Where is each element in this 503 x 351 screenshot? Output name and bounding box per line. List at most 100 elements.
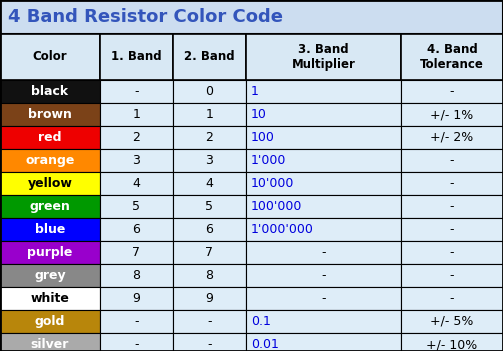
Bar (401, 172, 503, 195)
Text: +/- 5%: +/- 5% (430, 315, 474, 328)
Bar (100, 34, 173, 80)
Bar (100, 264, 173, 287)
Bar (100, 103, 173, 126)
Bar (100, 310, 173, 333)
Bar (246, 172, 401, 195)
Text: purple: purple (27, 246, 73, 259)
Text: +/- 2%: +/- 2% (431, 131, 474, 144)
Text: -: - (207, 338, 212, 351)
Text: 2: 2 (206, 131, 213, 144)
Text: 4. Band
Tolerance: 4. Band Tolerance (420, 43, 484, 71)
Text: 4 Band Resistor Color Code: 4 Band Resistor Color Code (8, 8, 283, 26)
Text: 9: 9 (133, 292, 140, 305)
Bar (173, 264, 246, 287)
Bar (173, 149, 246, 172)
Bar (401, 241, 503, 264)
Bar (401, 195, 503, 218)
Bar (0, 0, 503, 34)
Bar (100, 172, 173, 195)
Bar (0, 333, 100, 351)
Bar (246, 264, 401, 287)
Text: green: green (30, 200, 70, 213)
Text: -: - (321, 246, 326, 259)
Text: yellow: yellow (28, 177, 72, 190)
Text: -: - (450, 269, 454, 282)
Bar (401, 287, 503, 310)
Text: -: - (450, 85, 454, 98)
Bar (173, 241, 246, 264)
Text: 9: 9 (206, 292, 213, 305)
Text: -: - (134, 315, 139, 328)
Bar (173, 310, 246, 333)
Bar (173, 333, 246, 351)
Text: 100'000: 100'000 (251, 200, 302, 213)
Text: -: - (134, 85, 139, 98)
Bar (401, 103, 503, 126)
Text: 1: 1 (251, 85, 259, 98)
Bar (100, 149, 173, 172)
Bar (0, 310, 100, 333)
Text: 1'000'000: 1'000'000 (251, 223, 314, 236)
Text: -: - (450, 177, 454, 190)
Text: brown: brown (28, 108, 72, 121)
Text: 0.01: 0.01 (251, 338, 279, 351)
Text: 1'000: 1'000 (251, 154, 286, 167)
Text: silver: silver (31, 338, 69, 351)
Bar (0, 172, 100, 195)
Text: 1: 1 (206, 108, 213, 121)
Text: -: - (321, 269, 326, 282)
Text: 8: 8 (206, 269, 213, 282)
Text: -: - (450, 200, 454, 213)
Bar (173, 103, 246, 126)
Text: 4: 4 (133, 177, 140, 190)
Bar (246, 241, 401, 264)
Text: grey: grey (34, 269, 66, 282)
Bar (173, 80, 246, 103)
Bar (246, 287, 401, 310)
Text: 6: 6 (133, 223, 140, 236)
Text: Color: Color (33, 51, 67, 64)
Bar (246, 195, 401, 218)
Bar (173, 218, 246, 241)
Bar (401, 149, 503, 172)
Text: 0.1: 0.1 (251, 315, 271, 328)
Bar (246, 218, 401, 241)
Bar (0, 103, 100, 126)
Bar (401, 264, 503, 287)
Text: 10'000: 10'000 (251, 177, 294, 190)
Bar (246, 333, 401, 351)
Text: 5: 5 (206, 200, 213, 213)
Bar (100, 218, 173, 241)
Bar (246, 310, 401, 333)
Bar (246, 149, 401, 172)
Text: 0: 0 (206, 85, 213, 98)
Bar (100, 333, 173, 351)
Bar (0, 264, 100, 287)
Text: -: - (450, 223, 454, 236)
Text: 1: 1 (133, 108, 140, 121)
Text: +/- 10%: +/- 10% (427, 338, 478, 351)
Bar (100, 126, 173, 149)
Text: red: red (38, 131, 62, 144)
Text: -: - (450, 154, 454, 167)
Bar (401, 218, 503, 241)
Text: 2: 2 (133, 131, 140, 144)
Bar (246, 34, 401, 80)
Text: 5: 5 (132, 200, 140, 213)
Text: -: - (134, 338, 139, 351)
Text: blue: blue (35, 223, 65, 236)
Text: 2. Band: 2. Band (184, 51, 235, 64)
Bar (173, 195, 246, 218)
Bar (0, 287, 100, 310)
Text: white: white (31, 292, 69, 305)
Bar (173, 34, 246, 80)
Bar (401, 333, 503, 351)
Bar (173, 287, 246, 310)
Text: 7: 7 (132, 246, 140, 259)
Bar (0, 195, 100, 218)
Text: gold: gold (35, 315, 65, 328)
Bar (401, 34, 503, 80)
Text: -: - (450, 292, 454, 305)
Bar (100, 80, 173, 103)
Text: 3: 3 (206, 154, 213, 167)
